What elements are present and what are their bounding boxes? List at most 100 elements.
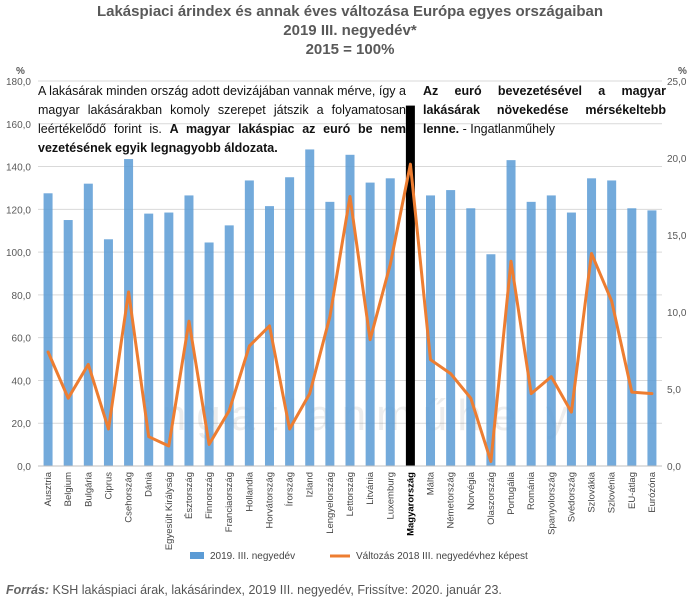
source-label: Forrás: [6,583,50,597]
y-left-tick-label: 120,0 [6,205,31,216]
bar [647,210,657,466]
change-point [570,410,573,414]
change-point [630,390,634,394]
x-tick-label: Dánia [144,471,155,497]
x-tick-label: Egyesült Királyság [164,472,175,550]
y-right-tick-label: 5,0 [667,385,681,396]
bar [305,149,315,466]
annotation-left-bold: A magyar lakáspiac az euró be nem vezeté… [38,122,406,155]
legend-bar-swatch [190,552,204,559]
bar [43,193,53,466]
x-tick-label: Spanyolország [546,472,557,535]
x-tick-label: Olaszország [486,472,497,525]
x-tick-label: Litvánia [365,471,376,504]
x-tick-label: Norvégia [466,471,477,510]
x-tick-label: Portugália [506,471,517,514]
y-right-tick-label: 10,0 [667,308,687,319]
chart-title-line-2: 2019 III. negyedév* [283,22,417,39]
y-left-tick-label: 100,0 [6,248,31,259]
y-left-tick-label: 140,0 [6,163,31,174]
x-tick-label: Eurózóna [647,471,658,512]
bar [405,105,415,466]
y-left-tick-label: 20,0 [12,419,32,430]
chart-title-line-1: Lakáspiaci árindex és annak éves változá… [96,3,604,20]
change-point [509,259,513,263]
bar [164,212,174,466]
x-tick-label: Franciaország [224,472,235,532]
change-point [610,300,613,303]
bar [244,180,254,467]
legend-line-label: Változás 2018 III. negyedévhez képest [356,551,528,562]
bar [466,208,476,466]
x-tick-label: Észtország [184,472,195,519]
change-point [429,358,432,361]
x-tick-label: Málta [426,471,437,495]
change-point [66,397,70,400]
legend-bar-label: 2019. III. negyedév [210,551,295,562]
annotation-right-bold: Az euró bevezetésével a magyar lakásárak… [423,84,666,136]
x-tick-label: Ciprus [103,472,114,500]
y-left-tick-label: 40,0 [12,376,32,387]
change-point [288,427,291,431]
annotation-right: Az euró bevezetésével a magyar lakásárak… [423,82,666,139]
y-right-tick-label: 0,0 [667,462,681,473]
bar [103,239,113,466]
bar [587,178,597,466]
bar [224,225,234,466]
change-point [248,344,251,348]
bar [486,254,496,466]
chart-title-line-3: 2015 = 100% [305,41,395,58]
change-point [268,324,271,328]
change-point [409,162,412,166]
change-point [449,372,452,375]
change-point [107,427,110,431]
change-point [207,443,211,446]
change-point [590,252,593,255]
bar [365,182,375,466]
change-point [228,409,231,412]
x-tick-label: Izland [305,472,316,497]
y-left-tick-label: 80,0 [12,291,32,302]
x-tick-label: Lettország [345,472,356,516]
annotation-right-normal: - Ingatlanműhely [459,122,556,136]
x-tick-label: Szlovénia [607,471,618,513]
change-point [529,392,533,395]
x-tick-label: Lengyelország [325,472,336,534]
y-right-axis-label: % [678,66,687,77]
bar [325,201,335,466]
bar [83,183,93,466]
change-point [389,263,392,266]
y-left-tick-label: 60,0 [12,334,32,345]
x-tick-label: Románia [526,471,537,510]
bar [627,208,637,466]
x-tick-label: Magyarország [405,472,416,536]
bar [63,220,73,466]
x-tick-label: Finnország [204,472,215,519]
bar [526,201,536,466]
bar [264,206,274,466]
y-left-tick-label: 160,0 [6,120,31,131]
change-point [87,363,90,366]
x-tick-label: Írország [285,472,296,506]
change-point [489,460,493,463]
change-point [328,315,332,318]
bar [546,195,556,467]
y-left-tick-label: 0,0 [17,462,31,473]
y-left-tick-label: 180,0 [6,77,31,88]
change-point [167,444,171,448]
change-point [187,320,191,323]
change-point [550,375,553,378]
bar [607,180,617,467]
bar [204,242,214,466]
x-tick-label: Németország [446,472,457,529]
y-right-tick-label: 20,0 [667,154,687,165]
x-tick-label: Horvátország [264,472,275,529]
x-tick-label: Ausztria [43,471,54,506]
source-footer: Forrás: KSH lakáspiaci árak, lakásárinde… [6,583,502,597]
change-point [650,392,654,395]
x-tick-label: Bulgária [83,471,94,507]
annotation-left-normal: A lakásárak minden ország adott devizájá… [38,84,406,136]
change-point [469,397,472,400]
x-tick-label: Hollandia [244,471,255,511]
